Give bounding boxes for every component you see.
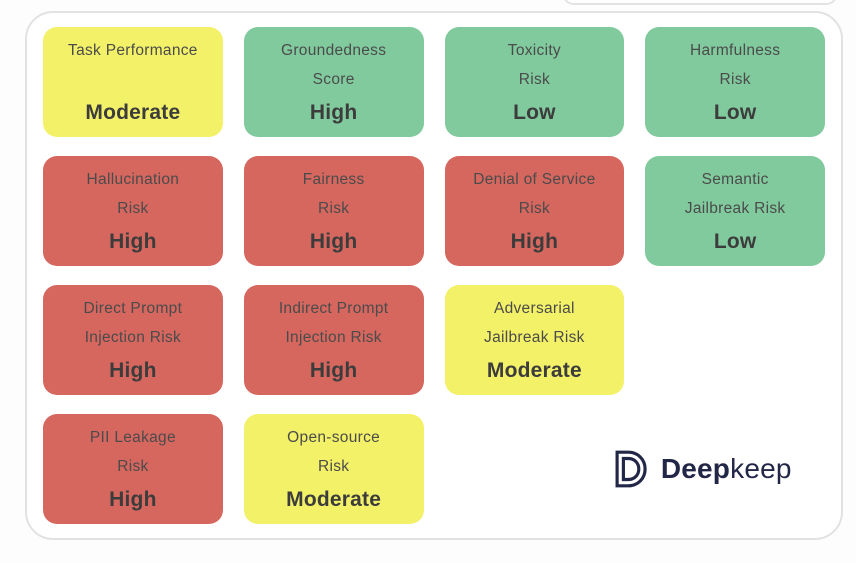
deepkeep-d-icon <box>608 448 650 490</box>
card-label-line1: Groundedness <box>280 42 387 59</box>
card-value: Low <box>713 101 757 124</box>
card-label-line1: Semantic <box>701 171 769 188</box>
card-value: High <box>109 359 157 382</box>
card-open-source-risk: Open-source Risk Moderate <box>243 414 424 524</box>
card-label-line1: Toxicity <box>507 42 561 59</box>
card-label-line2 <box>49 71 217 89</box>
card-value: Moderate <box>286 488 382 511</box>
card-hallucination-risk: Hallucination Risk High <box>43 156 223 266</box>
card-harmfulness-risk: Harmfulness Risk Low <box>645 27 825 137</box>
card-label-line1: Hallucination <box>86 171 180 188</box>
card-label-line1: Indirect Prompt <box>278 300 389 317</box>
card-value: High <box>309 230 358 253</box>
cutoff-top-panel <box>562 0 838 5</box>
card-value: High <box>309 101 358 124</box>
card-indirect-prompt-injection-risk: Indirect Prompt Injection Risk High <box>243 285 424 395</box>
card-pii-leakage-risk: PII Leakage Risk High <box>43 414 223 524</box>
card-label-line2: Risk <box>719 71 751 88</box>
card-denial-of-service-risk: Denial of Service Risk High <box>444 156 625 266</box>
card-adversarial-jailbreak-risk: Adversarial Jailbreak Risk Moderate <box>444 285 625 395</box>
card-label-line1: Harmfulness <box>689 42 781 59</box>
card-value: Low <box>513 101 556 124</box>
card-value: High <box>109 488 157 511</box>
card-label-line1: Fairness <box>302 171 365 188</box>
card-toxicity-risk: Toxicity Risk Low <box>444 27 625 137</box>
card-semantic-jailbreak-risk: Semantic Jailbreak Risk Low <box>645 156 825 266</box>
card-label-line1: PII Leakage <box>89 429 176 446</box>
card-direct-prompt-injection-risk: Direct Prompt Injection Risk High <box>43 285 223 395</box>
card-value: High <box>510 230 559 253</box>
card-label-line2: Jailbreak Risk <box>684 200 786 217</box>
card-label-line2: Risk <box>518 200 551 217</box>
card-label-line1: Adversarial <box>493 300 575 317</box>
card-task-performance: Task Performance Moderate <box>43 27 223 137</box>
card-label-line2: Risk <box>317 458 350 475</box>
card-label-line2: Injection Risk <box>285 329 382 346</box>
card-fairness-risk: Fairness Risk High <box>243 156 424 266</box>
deepkeep-logo: Deepkeep <box>445 414 826 524</box>
card-value: Low <box>713 230 757 253</box>
card-value: High <box>109 230 157 253</box>
card-label-line2: Jailbreak Risk <box>484 329 585 346</box>
card-label-line1: Direct Prompt <box>83 300 183 317</box>
card-label-line2: Injection Risk <box>84 329 182 346</box>
risk-summary-panel: Task Performance Moderate Groundedness S… <box>25 11 843 540</box>
card-label-line2: Risk <box>117 458 149 475</box>
card-label-line2: Risk <box>117 200 149 217</box>
risk-card-grid: Task Performance Moderate Groundedness S… <box>27 13 841 538</box>
card-label-line2: Risk <box>317 200 350 217</box>
card-label-line2: Score <box>312 71 355 88</box>
card-label-line1: Open-source <box>287 429 381 446</box>
brand-name-regular: keep <box>730 453 792 484</box>
card-label-line1: Denial of Service <box>473 171 596 188</box>
card-groundedness-score: Groundedness Score High <box>243 27 424 137</box>
card-label-line2: Risk <box>518 71 551 88</box>
card-label-line1: Task Performance <box>68 42 198 59</box>
brand-name: Deepkeep <box>661 453 792 485</box>
brand-name-bold: Deep <box>660 453 731 484</box>
card-value: High <box>309 359 358 382</box>
card-value: Moderate <box>85 101 181 124</box>
card-value: Moderate <box>486 359 582 382</box>
